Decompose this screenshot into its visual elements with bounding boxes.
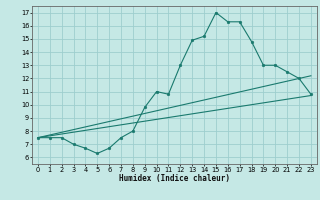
X-axis label: Humidex (Indice chaleur): Humidex (Indice chaleur) bbox=[119, 174, 230, 183]
